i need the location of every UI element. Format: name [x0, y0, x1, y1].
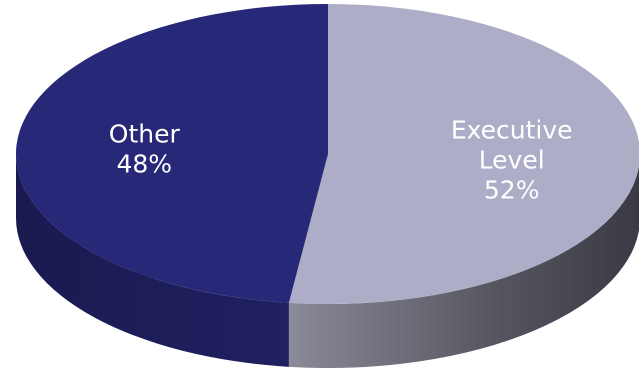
pie-slice-executive-level [288, 4, 639, 304]
pie-category-label-executive-level: Executive [451, 116, 573, 145]
pie-slice-side-other [15, 154, 289, 367]
pie-category-label-executive-level: Level [479, 146, 545, 175]
pie-side-walls [15, 154, 639, 368]
pie-top-faces [15, 3, 639, 304]
pie-slice-other [15, 3, 328, 303]
pie-value-label-executive-level: 52% [484, 176, 540, 205]
pie-category-label-other: Other [109, 119, 181, 148]
pie-slice-side-executive-level [288, 165, 639, 368]
pie-value-label-other: 48% [117, 149, 173, 178]
